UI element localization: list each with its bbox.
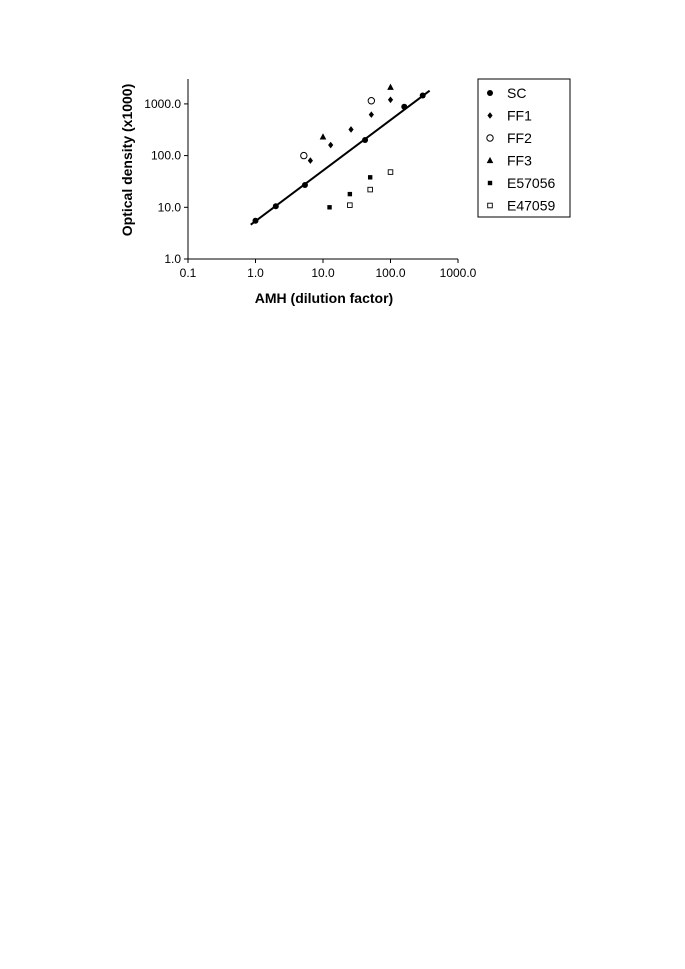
data-point <box>387 96 394 104</box>
data-point <box>347 191 353 197</box>
fit-line <box>250 89 431 226</box>
data-point <box>367 175 373 180</box>
series-ff2 <box>300 97 376 160</box>
data-point <box>367 97 376 105</box>
legend: SC FF1 FF2 FF3 E57056 E47059 <box>477 78 571 218</box>
data-point <box>319 133 327 140</box>
data-point <box>348 126 354 133</box>
legend-marker-e57056 <box>487 180 493 186</box>
y-axis-title: Optical density (x1000) <box>119 84 135 237</box>
fit-line-group <box>250 89 431 226</box>
y-tick-label: 10.0 <box>158 200 182 214</box>
data-point <box>327 205 332 210</box>
data-point <box>301 181 308 188</box>
x-tick-label: 10.0 <box>311 266 335 280</box>
legend-label-ff1: FF1 <box>507 108 532 124</box>
x-tick-label: 1000.0 <box>440 266 477 280</box>
legend-label-ff3: FF3 <box>507 153 532 169</box>
x-ticks: 0.1 1.0 10.0 100.0 1000.0 <box>180 259 477 280</box>
legend-label-e47059: E47059 <box>507 198 555 214</box>
series-e57056 <box>327 175 373 210</box>
x-tick-label: 0.1 <box>180 266 197 280</box>
x-tick-label: 1.0 <box>247 266 264 280</box>
legend-marker-e47059 <box>487 202 493 209</box>
data-points <box>252 83 426 224</box>
data-point <box>347 202 353 208</box>
legend-marker-ff2 <box>486 134 494 142</box>
y-tick-label: 1.0 <box>164 252 181 266</box>
data-point <box>307 157 313 164</box>
series-e47059 <box>347 169 394 208</box>
legend-marker-sc <box>487 90 493 96</box>
data-point <box>387 83 394 90</box>
legend-label-sc: SC <box>507 85 526 101</box>
data-point <box>368 111 374 118</box>
series-ff3 <box>319 83 394 140</box>
data-point <box>362 137 369 144</box>
y-tick-label: 100.0 <box>151 149 181 163</box>
legend-label-ff2: FF2 <box>507 130 532 146</box>
data-point <box>272 203 279 210</box>
data-point <box>252 217 259 224</box>
data-point <box>300 151 308 160</box>
legend-label-e57056: E57056 <box>507 175 555 191</box>
data-point <box>328 141 334 149</box>
series-ff1 <box>307 96 394 164</box>
legend-box <box>477 78 571 218</box>
data-point <box>401 103 408 110</box>
x-axis-title: AMH (dilution factor) <box>255 290 393 306</box>
data-point <box>367 186 373 193</box>
y-tick-label: 1000.0 <box>144 97 181 111</box>
legend-marker-ff3 <box>486 156 494 164</box>
legend-marker-ff1 <box>487 112 493 119</box>
data-point <box>419 92 426 99</box>
x-tick-label: 100.0 <box>375 266 405 280</box>
series-sc <box>252 92 426 224</box>
data-point <box>387 169 394 175</box>
y-ticks: 1.0 10.0 100.0 1000.0 <box>144 97 188 266</box>
